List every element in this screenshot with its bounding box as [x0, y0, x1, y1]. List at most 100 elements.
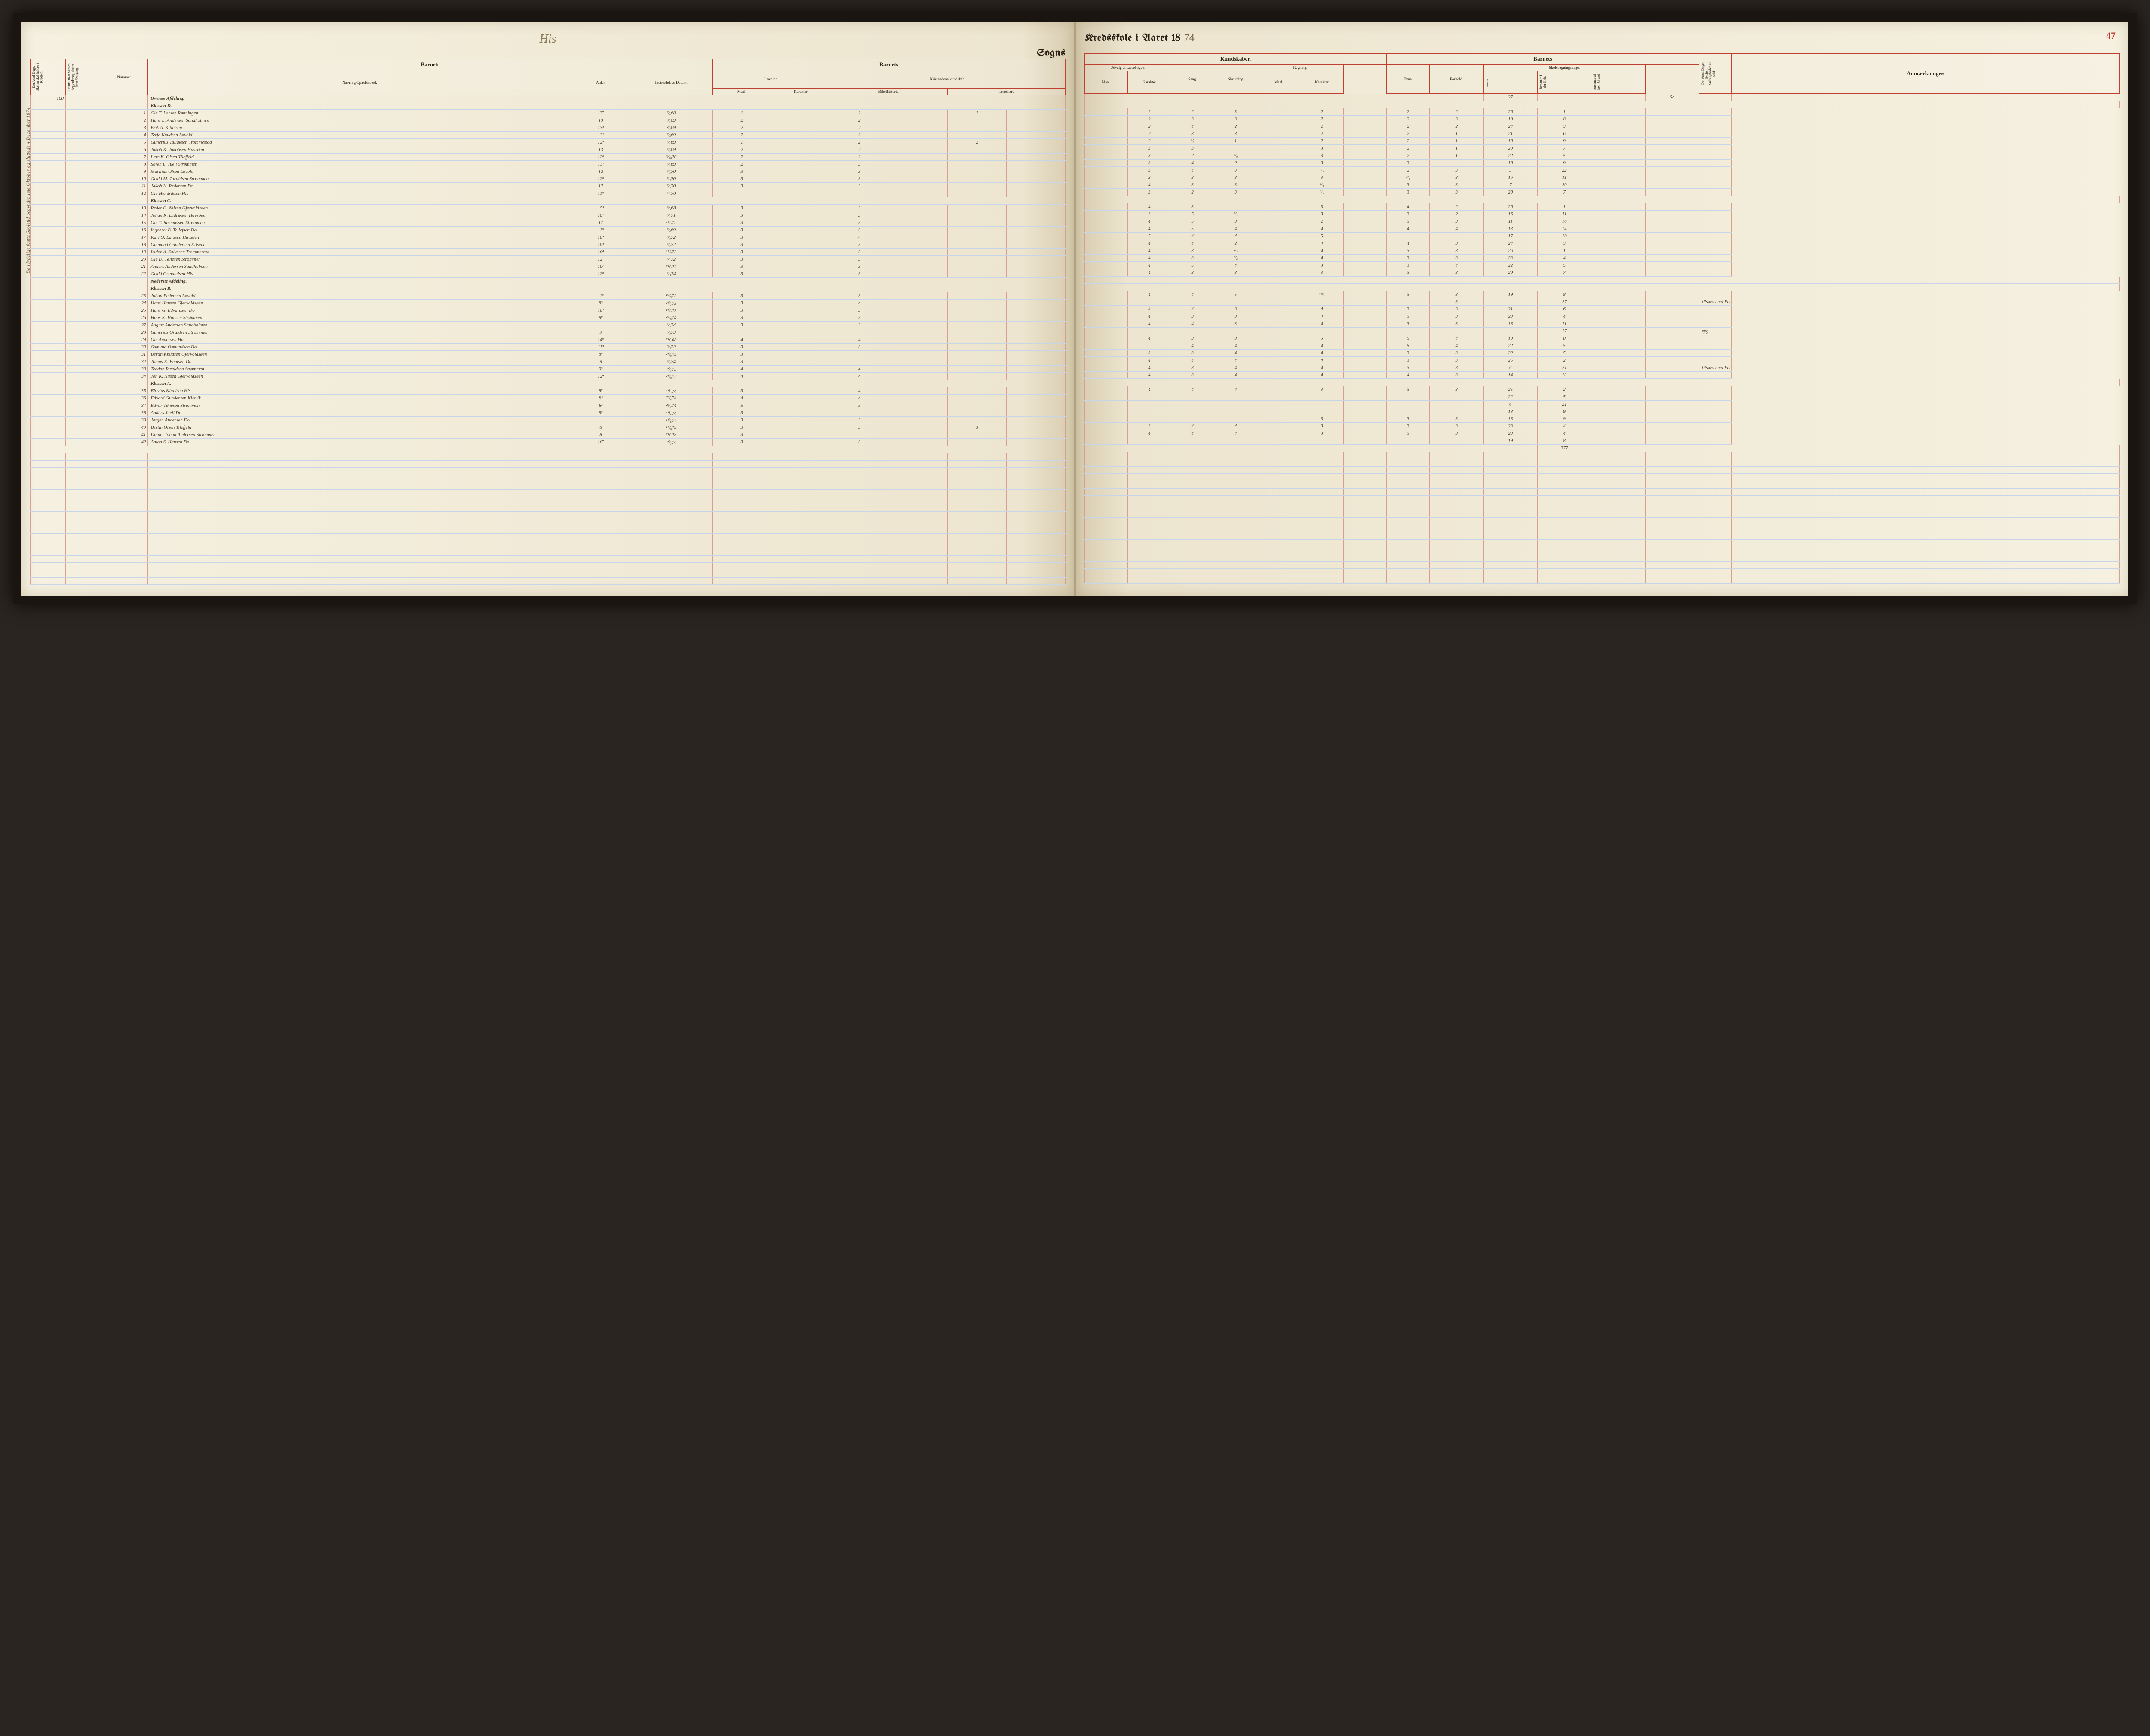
top-row: 108Øverste Afdeling.	[31, 95, 1066, 102]
table-row: 18 Ommund Gundersen Kilsvik10⁴³⁄₉72 33	[31, 241, 1066, 249]
parish-name: His	[30, 32, 1066, 46]
table-row: 34 Jon K. Nilsen Gjervoldsøen12⁴²⁰⁄₅72 4…	[31, 373, 1066, 380]
section-row: Klassen B.	[31, 285, 1066, 292]
table-row: 233 223 198	[1085, 116, 2120, 123]
empty-row	[31, 497, 1066, 504]
table-row: 43³⁄₄ 433 234	[1085, 255, 2120, 262]
empty-row	[1085, 503, 2120, 510]
table-row: 2½1 221 189	[1085, 138, 2120, 145]
table-row: 433 433 234	[1085, 313, 2120, 320]
table-row: 343 ³⁄₃23 522	[1085, 167, 2120, 174]
page-number: 47	[2106, 30, 2116, 41]
section-row	[1085, 196, 2120, 203]
table-row: 6 Jakob K. Jakobsen Havsøen13³⁄₉69 22	[31, 146, 1066, 154]
table-row: 31 Bertin Knudsen Gjervoldsøen8⁸²⁰⁄₉74 3	[31, 351, 1066, 358]
table-row: 5 Gunerius Tallaksen Trommestad12⁹²⁄₆69 …	[31, 139, 1066, 146]
col-barnets-r: Barnets	[1386, 54, 1699, 65]
col-sang: Sang.	[1171, 65, 1214, 94]
table-row: 10 Oruld M. Taraldsen Strømmen12⁵³⁄₃70 3…	[31, 175, 1066, 183]
table-row: 32 Tomas K. Bentsen Do9³⁄₉74 3	[31, 358, 1066, 366]
table-row: 36 Edvard Gundersen Kilsvik8³²³⁄₄74 44	[31, 395, 1066, 402]
table-row: 12 Ole Hendriksen His11⁹⁴⁄₇70	[31, 190, 1066, 197]
table-row: 443 433 216	[1085, 306, 2120, 313]
table-row: 453 233 1116	[1085, 218, 2120, 225]
section-row: Klassen D.	[31, 102, 1066, 110]
empty-row	[31, 563, 1066, 570]
col-skolesog: Skolesøgningsdage.	[1484, 65, 1645, 71]
empty-row	[31, 482, 1066, 490]
empty-row	[1085, 452, 2120, 459]
empty-row	[1085, 562, 2120, 569]
col-anmerk: Anmærkninger.	[1732, 54, 2120, 94]
table-row: 39 Jørgen Andersen Do¹⁰⁄₆74 33	[31, 417, 1066, 424]
kredsskole-label: Kredsskole i Aaret 18	[1084, 33, 1181, 44]
table-row: 454 444 1314	[1085, 225, 2120, 233]
table-row: 454 334 225	[1085, 262, 2120, 269]
empty-row	[1085, 547, 2120, 554]
sogns-label: Sogns	[1037, 48, 1066, 59]
empty-row	[1085, 540, 2120, 547]
empty-row	[31, 512, 1066, 519]
table-row: 189	[1085, 408, 2120, 415]
table-row: 433 333 207	[1085, 269, 2120, 277]
right-page: 47 Kredsskole i Aaret 18 74 Kundskaber. …	[1075, 22, 2128, 596]
empty-row	[31, 475, 1066, 482]
table-row: 24 Hans Hansen Gjervoldsøen8⁹²⁰⁄₇73 34	[31, 300, 1066, 307]
empty-row	[1085, 554, 2120, 562]
empty-row	[31, 556, 1066, 563]
table-row: 35 Elovius Kittelsen His8⁷²⁰⁄₁74 34	[31, 387, 1066, 395]
empty-row	[1085, 489, 2120, 496]
table-row: 17 Karl O. Larssen Havsøen10⁴³⁄₉72 34	[31, 234, 1066, 241]
empty-row	[1085, 510, 2120, 518]
table-row: 2 Hans L. Andersen Sandholmen13²⁄₆69 22	[31, 117, 1066, 124]
empty-row	[31, 541, 1066, 548]
col-skriv: Skrivning	[1214, 65, 1257, 94]
table-row: 233 221 216	[1085, 130, 2120, 138]
table-row: 16 Ingebret B. Tellefsen Do11⁹²⁄₆69 33	[31, 227, 1066, 234]
table-row: 40 Bertin Olsen Tilefjeld8¹⁰⁄₆74 333	[31, 424, 1066, 431]
table-row: 33 321 207	[1085, 145, 2120, 152]
table-row: 27 syg	[1085, 328, 2120, 335]
col-f2: forsømte af lovl. Grund	[1593, 72, 1601, 92]
table-row: 26 Hans K. Hansen Strømmen8⁹²⁴⁄₉74 33	[31, 314, 1066, 322]
table-row: 333 3³⁄₄3 1611	[1085, 174, 2120, 181]
table-row: 13 Peder G. Nilsen Gjervoldsøen15³⁹⁄₉68 …	[31, 205, 1066, 212]
empty-row	[1085, 481, 2120, 489]
table-row: 23 Johan Pedersen Løvold11⁶²⁴⁄₅72 33	[31, 292, 1066, 300]
empty-row	[31, 468, 1066, 475]
table-row: 8 Søren L. Juell Strømmen13²²⁄₆69 23	[31, 161, 1066, 168]
table-row: 28 Gunerius Oruldsen Strømmen9¹⁄₉73	[31, 329, 1066, 336]
table-row: 37 Edvar Tønesen Strømmen8³²³⁄₉74 55	[31, 402, 1066, 409]
table-row: 223 222 261	[1085, 108, 2120, 116]
table-row: 444 333 234	[1085, 430, 2120, 437]
table-row: 333 189	[1085, 415, 2120, 423]
ledger-book: Den lydelige fastte Skoletid begyndte 1s…	[13, 13, 2137, 604]
empty-row	[31, 504, 1066, 512]
empty-row	[1085, 576, 2120, 584]
col-end: Det Antal Dage, Skolen i Virkeligheden e…	[1701, 57, 1717, 90]
table-row: 444 433 252	[1085, 357, 2120, 364]
table-row: 35²⁄₃ 332 1611	[1085, 211, 2120, 218]
col-kundskaber: Kundskaber.	[1085, 54, 1387, 65]
empty-row	[31, 453, 1066, 461]
col-u-kar: Karakter	[1128, 71, 1171, 94]
empty-row	[1085, 569, 2120, 576]
table-row: 442 443 243	[1085, 240, 2120, 247]
table-row: 544 5 1710	[1085, 233, 2120, 240]
col-alder: Alder.	[571, 70, 630, 95]
col-indtr: Indtrædelses-Datum.	[630, 70, 712, 95]
section-row	[1085, 277, 2120, 284]
empty-row	[31, 548, 1066, 556]
table-row: 323 ³⁄₃33 207	[1085, 189, 2120, 196]
empty-row	[1085, 518, 2120, 525]
table-row: 434 443 1413	[1085, 372, 2120, 379]
table-row: 11 Jakob K. Pedersen Do17²⁄₅70 33	[31, 183, 1066, 190]
table-row: 19 Isidor A. Salvesen Trommestad10⁴¹⁷⁄₂7…	[31, 249, 1066, 256]
col-barnets: Barnets	[148, 59, 713, 70]
table-row: 44 454 225	[1085, 342, 2120, 350]
footer-row: 377	[1085, 445, 2120, 452]
table-row: 33 Teodor Taraldsen Strømmen9⁹²⁰⁄₇73 44	[31, 366, 1066, 373]
col-troes: Troeslære	[948, 89, 1066, 95]
table-row: 20 Ole D. Tønesen Strømmen12⁷¹⁄₁72 33	[31, 256, 1066, 263]
col-l-kar: Karakter	[771, 89, 830, 95]
